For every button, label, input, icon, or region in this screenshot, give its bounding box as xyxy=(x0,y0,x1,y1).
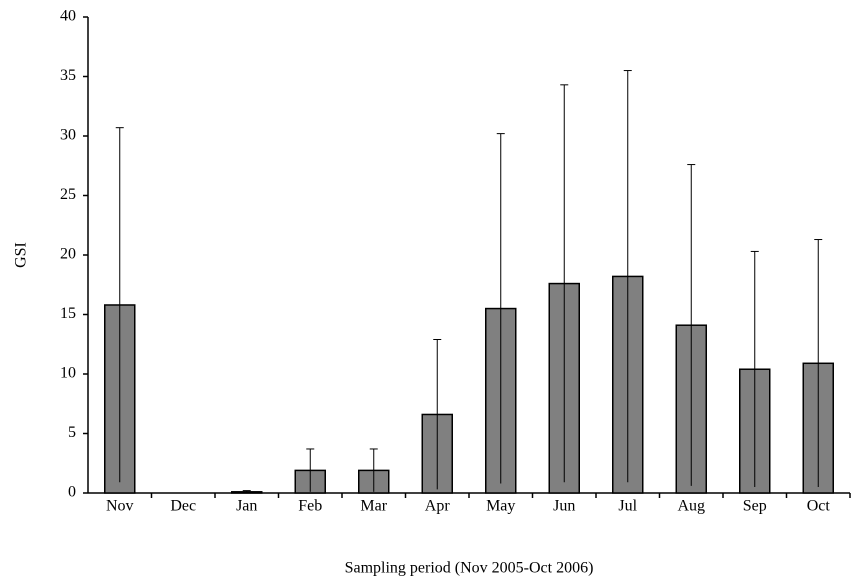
y-tick-label: 40 xyxy=(60,8,76,25)
y-tick-label: 35 xyxy=(60,67,76,84)
x-tick-label: Nov xyxy=(106,498,134,515)
y-tick-label: 25 xyxy=(60,186,76,203)
x-axis-title: Sampling period (Nov 2005-Oct 2006) xyxy=(345,560,594,577)
x-tick-label: Aug xyxy=(677,498,705,515)
x-tick-label: Dec xyxy=(170,498,196,515)
y-tick-label: 0 xyxy=(68,484,76,501)
x-tick-label: Oct xyxy=(807,498,831,515)
x-tick-label: May xyxy=(486,498,515,515)
y-tick-label: 30 xyxy=(60,127,76,144)
x-tick-label: Jan xyxy=(236,498,257,515)
x-tick-label: Jul xyxy=(618,498,637,515)
y-tick-label: 5 xyxy=(68,424,76,441)
x-tick-label: Jun xyxy=(553,498,575,515)
y-tick-label: 10 xyxy=(60,365,76,382)
x-tick-label: Apr xyxy=(425,498,451,515)
y-axis-title: GSI xyxy=(13,242,30,268)
x-tick-label: Sep xyxy=(743,498,767,515)
y-tick-label: 20 xyxy=(60,246,76,263)
x-tick-label: Feb xyxy=(298,498,322,515)
y-tick-label: 15 xyxy=(60,305,76,322)
x-tick-label: Mar xyxy=(360,498,387,515)
